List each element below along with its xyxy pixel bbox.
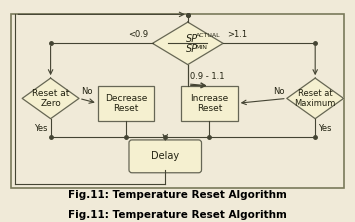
Text: No: No: [273, 87, 285, 95]
Text: ACTUAL: ACTUAL: [196, 33, 220, 38]
Text: Yes: Yes: [318, 123, 332, 133]
Text: Increase
Reset: Increase Reset: [190, 93, 229, 113]
Text: Decrease
Reset: Decrease Reset: [105, 93, 147, 113]
Text: Yes: Yes: [34, 123, 48, 133]
Bar: [98, 86, 154, 121]
Text: No: No: [81, 87, 92, 95]
Text: Delay: Delay: [151, 151, 179, 161]
Polygon shape: [153, 22, 223, 65]
Bar: [181, 86, 238, 121]
Polygon shape: [22, 78, 79, 119]
Text: Reset at
Maximum: Reset at Maximum: [295, 89, 336, 108]
Text: SP: SP: [186, 44, 198, 54]
Text: 0.9 - 1.1: 0.9 - 1.1: [190, 72, 224, 81]
Text: Fig.11: Temperature Reset Algorithm: Fig.11: Temperature Reset Algorithm: [67, 190, 286, 200]
Polygon shape: [287, 78, 344, 119]
Text: Fig.11: Temperature Reset Algorithm: Fig.11: Temperature Reset Algorithm: [68, 210, 287, 220]
Text: Reset at
Zero: Reset at Zero: [32, 89, 69, 108]
FancyBboxPatch shape: [129, 140, 202, 173]
Text: SP: SP: [186, 34, 198, 44]
Text: MIN: MIN: [196, 45, 208, 50]
Text: >1.1: >1.1: [227, 30, 247, 40]
Text: <0.9: <0.9: [129, 30, 149, 40]
